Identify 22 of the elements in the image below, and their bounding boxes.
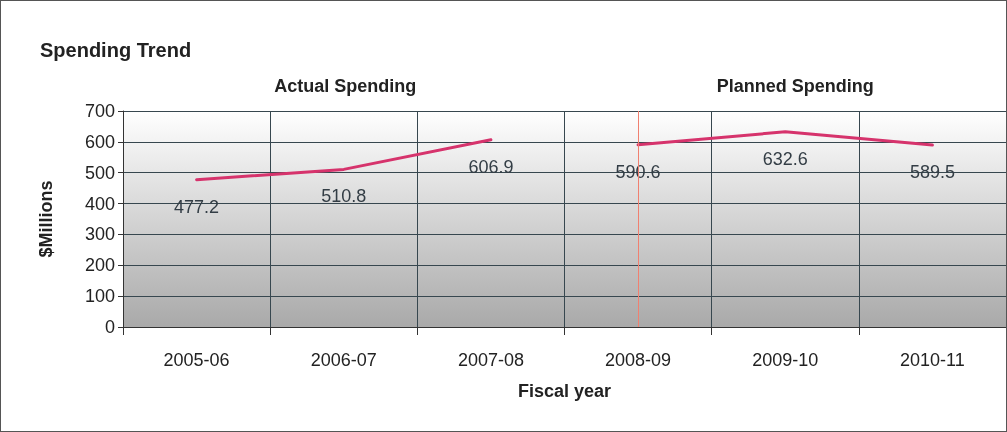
- y-tick-label: 0: [104, 317, 115, 337]
- x-tick-label: 2007-08: [457, 350, 524, 370]
- data-label: 510.8: [321, 186, 367, 207]
- y-axis-title: $Millions: [36, 180, 56, 258]
- text: Planned Spending: [716, 76, 874, 96]
- y-tick-label: 400: [84, 193, 115, 214]
- y-tick-label: 200: [84, 255, 115, 276]
- y-tick-label: 300: [84, 224, 115, 245]
- chart-title: Spending Trend: [40, 39, 192, 61]
- x-tick-label: 2008-09: [605, 350, 672, 370]
- y-tick-label: 700: [84, 101, 115, 121]
- x-tick-label: 2006-07: [310, 350, 377, 370]
- data-label: 632.6: [762, 148, 808, 169]
- y-tick-label: 100: [84, 286, 115, 307]
- x-tick-label: 2010-11: [900, 350, 965, 370]
- x-axis-title: Fiscal year: [517, 381, 612, 401]
- y-tick-label: 500: [84, 162, 115, 183]
- x-tick-label: 2005-06: [163, 350, 230, 370]
- text: Actual Spending: [274, 76, 417, 96]
- x-tick-label: 2009-10: [752, 350, 819, 370]
- y-tick-label: 600: [84, 131, 115, 152]
- data-label: 606.9: [468, 156, 514, 177]
